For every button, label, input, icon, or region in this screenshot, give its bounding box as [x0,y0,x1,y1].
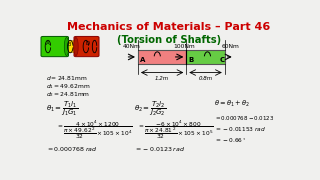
Text: (Torsion of Shafts): (Torsion of Shafts) [117,35,221,46]
Text: $d_2 = 24.81\mathrm{mm}$: $d_2 = 24.81\mathrm{mm}$ [46,90,91,99]
Text: $= \dfrac{-6\times10^4 \times 800}{\dfrac{\pi\times 24.81^{\,2}}{32}\times105\ti: $= \dfrac{-6\times10^4 \times 800}{\dfra… [137,119,213,141]
Text: $\theta = \theta_1 + \theta_2$: $\theta = \theta_1 + \theta_2$ [214,99,250,109]
FancyBboxPatch shape [37,20,291,162]
Text: A: A [140,57,145,63]
Bar [186,50,225,64]
Text: $= 0.000768 - 0.0123$: $= 0.000768 - 0.0123$ [214,114,274,122]
Text: $= -0.0123\;rad$: $= -0.0123\;rad$ [134,145,186,153]
Text: $d_1 = 49.62\mathrm{mm}$: $d_1 = 49.62\mathrm{mm}$ [46,82,91,91]
Text: 60Nm: 60Nm [221,44,239,49]
Text: $= 0.000768\;rad$: $= 0.000768\;rad$ [46,145,98,153]
Text: 100Nm: 100Nm [173,44,195,49]
Text: 1.2m: 1.2m [155,76,169,81]
FancyBboxPatch shape [74,36,99,57]
Text: D: D [86,41,90,46]
Text: $d = 24.81\mathrm{mm}$: $d = 24.81\mathrm{mm}$ [46,74,88,82]
Text: $= -0.01153\;rad$: $= -0.01153\;rad$ [214,125,266,133]
Text: C: C [219,57,224,63]
Bar [138,50,186,64]
Text: A: A [46,41,50,46]
Text: 40Nm: 40Nm [123,44,141,49]
Text: Mechanics of Materials – Part 46: Mechanics of Materials – Part 46 [67,22,271,32]
Text: B: B [67,42,70,47]
Ellipse shape [64,38,69,56]
FancyBboxPatch shape [41,36,68,57]
FancyBboxPatch shape [66,41,77,52]
Text: $\theta_2 = \dfrac{T_2 l_2}{J_2 G_2}$: $\theta_2 = \dfrac{T_2 l_2}{J_2 G_2}$ [134,99,166,118]
Text: $= \dfrac{4\times10^4 \times 1200}{\dfrac{\pi\times 49.62^{\,2}}{32}\times105\ti: $= \dfrac{4\times10^4 \times 1200}{\dfra… [56,119,133,141]
Ellipse shape [74,38,78,56]
Text: $\theta_1 = \dfrac{T_1 l_1}{J_1 G_1}$: $\theta_1 = \dfrac{T_1 l_1}{J_1 G_1}$ [46,99,78,118]
Text: $= -0.66^\circ$: $= -0.66^\circ$ [214,136,246,145]
Text: B: B [188,57,194,63]
Text: 0.8m: 0.8m [198,76,212,81]
